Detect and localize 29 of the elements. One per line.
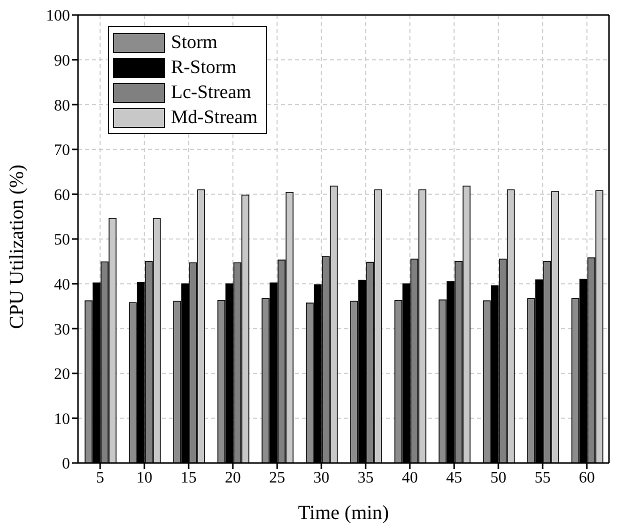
x-tick-label: 25 <box>269 469 286 486</box>
y-tick-label: 10 <box>54 410 70 428</box>
y-axis-title: CPU Utilization (%) <box>6 164 28 329</box>
legend-label: Md-Stream <box>171 106 258 128</box>
y-tick-label: 70 <box>54 142 70 160</box>
y-tick-label: 90 <box>54 52 70 70</box>
x-tick-label: 45 <box>446 469 462 486</box>
y-tick-label: 80 <box>54 97 70 114</box>
x-tick-label: 20 <box>224 469 241 486</box>
x-tick-label: 55 <box>534 469 551 486</box>
y-tick-label: 50 <box>54 232 70 249</box>
y-tick-label: 30 <box>54 321 70 338</box>
x-axis-title: Time (min) <box>298 502 389 524</box>
legend-label: R-Storm <box>171 56 236 78</box>
x-tick-label: 50 <box>490 469 506 486</box>
x-tick-label: 35 <box>358 469 374 486</box>
x-tick-label: 10 <box>136 469 152 486</box>
y-tick-label: 100 <box>46 8 70 25</box>
y-tick-label: 20 <box>54 366 70 384</box>
x-tick-label: 60 <box>578 469 595 486</box>
legend-label: Lc-Stream <box>171 82 252 104</box>
x-tick-label: 40 <box>402 469 418 486</box>
x-tick-label: 15 <box>180 469 197 486</box>
y-tick-label: 0 <box>62 456 70 473</box>
legend-label: Storm <box>171 32 218 54</box>
y-tick-label: 40 <box>54 276 70 294</box>
x-tick-label: 30 <box>313 469 330 486</box>
x-tick-label: 5 <box>96 469 104 486</box>
y-tick-label: 60 <box>54 186 70 204</box>
